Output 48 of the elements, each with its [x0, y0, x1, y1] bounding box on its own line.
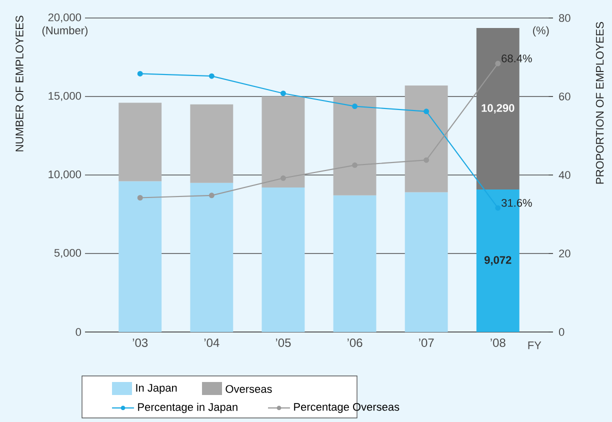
- y-tick-label: 5,000: [54, 248, 82, 258]
- point: [208, 192, 214, 198]
- y-axis-title: NUMBER OF EMPLOYEES: [16, 16, 24, 152]
- legend-label: Percentage in Japan: [138, 402, 238, 414]
- legend-label: Overseas: [226, 385, 272, 393]
- y-tick-label: 0: [76, 328, 82, 336]
- point: [495, 60, 501, 66]
- data-label: 9,072: [484, 256, 512, 266]
- x-tick-label: ’07: [419, 338, 434, 348]
- bar: [404, 192, 448, 332]
- point: [352, 162, 358, 168]
- y2-tick-label: 40: [558, 171, 570, 179]
- bar: [404, 86, 448, 192]
- bar: [190, 104, 234, 183]
- x-tick-label: ’05: [276, 338, 291, 348]
- point: [137, 70, 143, 76]
- y2-axis-title: PROPORTION OF EMPLOYEES: [596, 22, 604, 184]
- legend-label: In Japan: [136, 384, 177, 394]
- x-tick-label: ’03: [132, 338, 148, 348]
- y-tick-label: 20,000: [48, 13, 82, 23]
- y2-tick-label: 60: [559, 92, 570, 100]
- y2-tick-label: 20: [559, 250, 570, 258]
- bar: [118, 102, 162, 182]
- annotation: (Number): [42, 26, 88, 36]
- point: [137, 195, 143, 201]
- y-tick-label: 15,000: [48, 92, 82, 102]
- bar: [262, 188, 305, 332]
- point: [280, 175, 286, 181]
- x-tick-label: ’04: [204, 338, 220, 348]
- bar: [118, 181, 162, 332]
- bar: [333, 96, 376, 196]
- annotation: (%): [533, 26, 549, 36]
- x-tick-label: ’08: [490, 338, 506, 348]
- x-tick-label: ’06: [348, 338, 362, 348]
- bar: [190, 182, 234, 332]
- x-axis-title: FY: [528, 342, 542, 350]
- bar: [333, 195, 376, 332]
- point: [352, 104, 358, 110]
- data-label: 10,290: [482, 104, 514, 114]
- y2-tick-label: 0: [558, 328, 564, 336]
- y2-tick-label: 80: [559, 14, 570, 22]
- legend-label: Percentage Overseas: [294, 403, 400, 413]
- point: [280, 90, 286, 96]
- point: [424, 157, 430, 163]
- y-tick-label: 10,000: [48, 170, 82, 180]
- point: [208, 73, 214, 79]
- bar: [262, 96, 305, 188]
- point: [424, 108, 430, 114]
